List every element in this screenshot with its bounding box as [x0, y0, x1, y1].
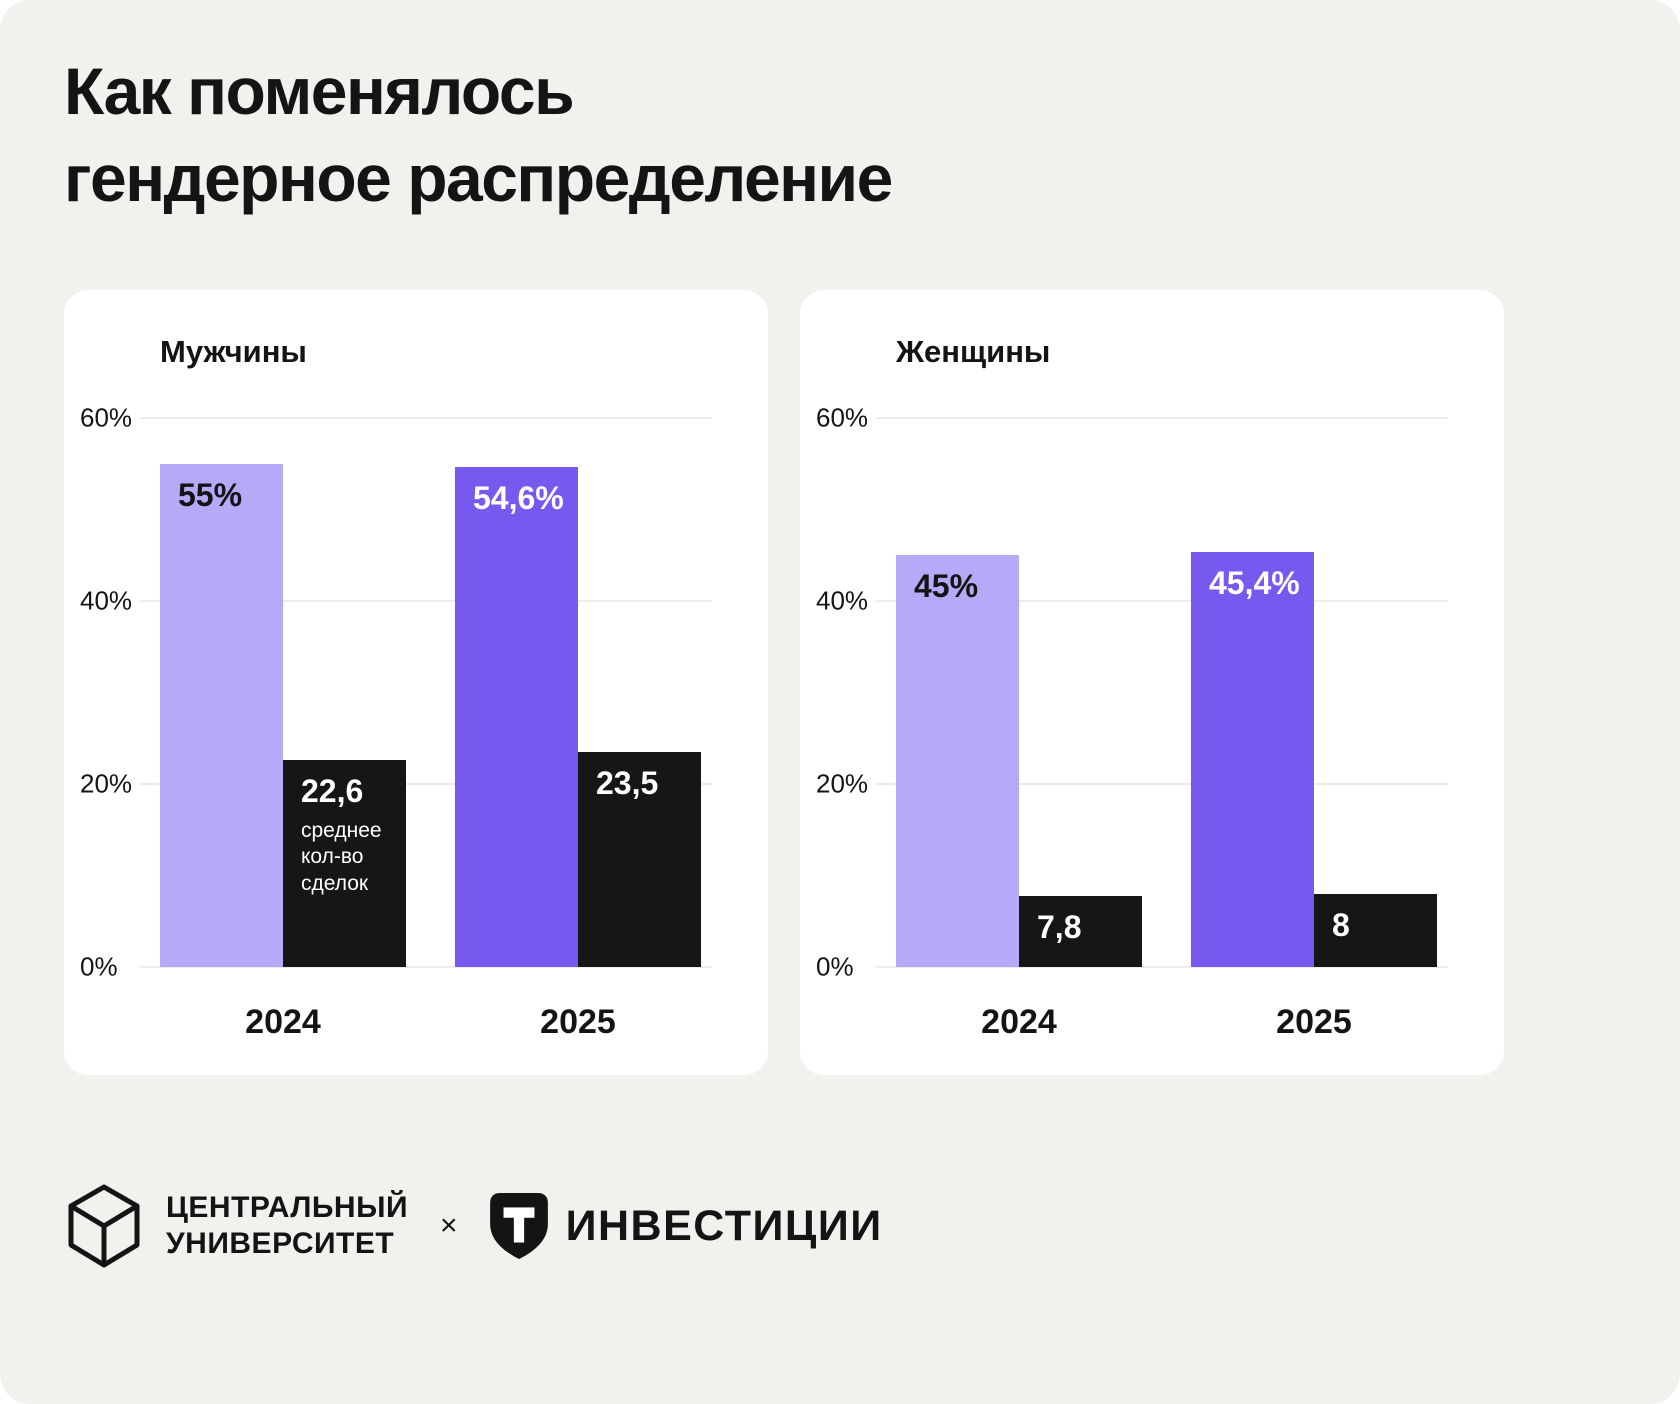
x-axis-label: 2024	[245, 1003, 321, 1041]
bar-share-percent-2024: 55%	[160, 463, 283, 967]
footer-logos: ЦЕНТРАЛЬНЫЙ УНИВЕРСИТЕТ × ИНВЕСТИЦИИ	[64, 1176, 883, 1276]
gridline	[140, 783, 712, 785]
gridline-row: 0%	[80, 952, 712, 983]
chart-x-axis: 2024 2025	[876, 1003, 1448, 1047]
university-name-line2: УНИВЕРСИТЕТ	[166, 1227, 395, 1260]
bar-chart-women: 60% 40% 20% 0% 45% 7,8 45,4% 8 2024 2025	[800, 403, 1504, 1041]
gridline-row: 0%	[816, 952, 1448, 983]
gridline	[876, 417, 1448, 419]
chart-plot: 45% 7,8 45,4% 8	[876, 418, 1448, 967]
y-tick-label: 40%	[80, 585, 133, 616]
gridline-row: 20%	[80, 769, 712, 800]
gridline	[876, 966, 1448, 968]
gridline-row: 40%	[80, 586, 712, 617]
collab-cross-separator: ×	[440, 1209, 458, 1242]
chart-x-axis: 2024 2025	[140, 1003, 712, 1047]
bar-chart-men: 60% 40% 20% 0% 55% 22,6 среднее кол-во сделок…	[64, 403, 768, 1041]
gridline	[876, 600, 1448, 602]
gridline	[876, 783, 1448, 785]
page-title-line1: Как поменялось	[64, 54, 575, 128]
y-tick-label: 0%	[80, 951, 118, 982]
bar-value-label: 55%	[178, 476, 243, 513]
bar-value-label: 7,8	[1037, 908, 1082, 945]
chart-card-men: Мужчины 60% 40% 20% 0% 55% 22,6 среднее кол-в…	[64, 290, 768, 1075]
gridline-row: 60%	[816, 403, 1448, 434]
chart-title-women: Женщины	[896, 334, 1051, 369]
university-name-line1: ЦЕНТРАЛЬНЫЙ	[166, 1191, 409, 1224]
bar-value-label: 8	[1332, 906, 1350, 943]
y-tick-label: 0%	[816, 951, 854, 982]
y-tick-label: 20%	[80, 768, 133, 799]
chart-title-men: Мужчины	[160, 334, 307, 369]
gridline-row: 20%	[816, 769, 1448, 800]
y-tick-label: 60%	[816, 402, 869, 433]
university-name: ЦЕНТРАЛЬНЫЙ УНИВЕРСИТЕТ	[166, 1190, 408, 1262]
bar-value-label: 45,4%	[1209, 564, 1300, 601]
bar-avg-deals-2025: 8	[1314, 893, 1437, 967]
chart-grid: 60% 40% 20% 0%	[64, 403, 768, 982]
gridline-row: 60%	[80, 403, 712, 434]
partner-logo-block: ИНВЕСТИЦИИ	[489, 1193, 883, 1259]
gridline	[140, 600, 712, 602]
bar-value-label: 54,6%	[473, 480, 564, 517]
x-axis-label: 2025	[1276, 1003, 1352, 1041]
university-cube-logo-icon	[64, 1182, 144, 1270]
chart-grid: 60% 40% 20% 0%	[800, 403, 1504, 982]
t-shield-icon	[489, 1193, 548, 1259]
page-title: Как поменялось гендерное распределение	[64, 48, 893, 222]
bar-value-label: 45%	[914, 568, 979, 605]
gridline-row: 40%	[816, 586, 1448, 617]
bar-share-percent-2025: 45,4%	[1191, 551, 1314, 967]
y-tick-label: 60%	[80, 402, 133, 433]
bar-note: среднее кол-во сделок	[301, 819, 382, 895]
bar-value-label: 22,6	[301, 773, 364, 810]
charts-row: Мужчины 60% 40% 20% 0% 55% 22,6 среднее кол-в…	[64, 290, 1504, 1075]
bar-avg-deals-2024: 7,8	[1019, 895, 1142, 967]
partner-name: ИНВЕСТИЦИИ	[565, 1201, 883, 1250]
gridline	[140, 966, 712, 968]
bar-share-percent-2024: 45%	[896, 555, 1019, 967]
x-axis-label: 2024	[981, 1003, 1057, 1041]
chart-card-women: Женщины 60% 40% 20% 0% 45% 7,8 45,4% 8 2024 202…	[800, 290, 1504, 1075]
gridline	[140, 417, 712, 419]
page-title-line2: гендерное распределение	[64, 141, 893, 216]
chart-plot: 55% 22,6 среднее кол-во сделок 54,6% 23,5	[140, 418, 712, 967]
x-axis-label: 2025	[540, 1003, 616, 1041]
y-tick-label: 20%	[816, 768, 869, 799]
bar-avg-deals-2025: 23,5	[578, 751, 701, 967]
bar-value-label: 23,5	[596, 764, 659, 801]
bar-avg-deals-2024: 22,6 среднее кол-во сделок	[283, 760, 406, 967]
bar-share-percent-2025: 54,6%	[455, 467, 578, 967]
y-tick-label: 40%	[816, 585, 869, 616]
